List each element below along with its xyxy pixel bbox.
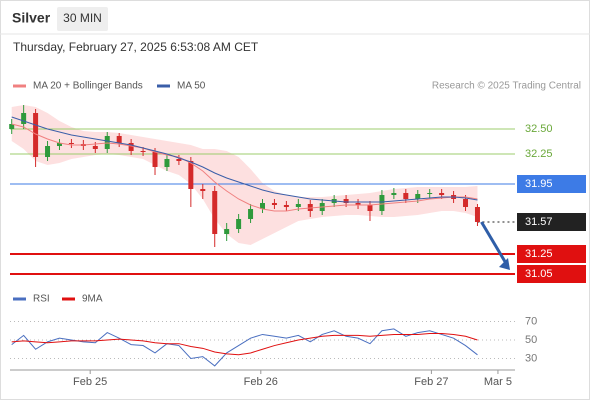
legend-label: MA 50 [177, 81, 206, 92]
credit: Research © 2025 Trading Central [432, 81, 581, 92]
candle-body [427, 193, 433, 194]
y-tick-label: 50 [525, 334, 537, 346]
y-tick-label: 30 [525, 352, 537, 364]
candle-body [224, 229, 230, 234]
forecast-arrow [480, 221, 509, 266]
moving-average [11, 116, 478, 203]
candle-body [248, 209, 254, 219]
legend-label: MA 20 + Bollinger Bands [33, 81, 143, 92]
x-tick-label: Feb 26 [244, 376, 278, 388]
level-label: 31.57 [525, 216, 553, 228]
candle-body [474, 207, 480, 222]
candle-body [439, 193, 445, 195]
x-tick-label: Mar 5 [484, 376, 512, 388]
candle-body [21, 113, 27, 124]
rsi-line [11, 333, 478, 356]
level-box [517, 213, 586, 231]
interval-box [57, 7, 108, 31]
interval: 30 MIN [63, 11, 102, 25]
candle-body [343, 199, 349, 203]
candle-body [56, 143, 62, 146]
candle-body [68, 143, 74, 144]
level-box [517, 265, 586, 283]
level-label: 32.25 [525, 148, 553, 160]
legend-label: 9MA [82, 294, 103, 305]
candle-body [379, 195, 385, 211]
candle-body [200, 189, 206, 191]
instrument-title: Silver [12, 10, 51, 26]
candle-body [295, 204, 301, 207]
candle-body [176, 159, 182, 161]
candle-body [463, 199, 469, 207]
candle-body [271, 203, 277, 205]
level-box [517, 175, 586, 193]
legend-label: RSI [33, 294, 50, 305]
candle-body [355, 203, 361, 205]
candle-body [33, 113, 39, 157]
moving-average [11, 123, 478, 212]
candle-body [164, 159, 170, 167]
level-label: 31.25 [525, 248, 553, 260]
candle-body [188, 161, 194, 189]
level-label: 31.95 [525, 178, 553, 190]
candle-body [152, 152, 158, 167]
candle-body [260, 203, 265, 209]
bollinger-band [11, 105, 478, 245]
timestamp: Thursday, February 27, 2025 6:53:08 AM C… [13, 40, 259, 54]
rsi-line [11, 328, 478, 367]
candle-body [236, 219, 242, 229]
candle-body [9, 124, 15, 129]
candle-body [212, 191, 218, 234]
level-label: 31.05 [525, 268, 553, 280]
candle-body [128, 143, 134, 151]
candle-body [391, 193, 397, 195]
x-tick-label: Feb 27 [414, 376, 448, 388]
forecast-arrowhead [499, 258, 510, 270]
candle-body [45, 146, 51, 157]
candle-body [92, 146, 98, 149]
candle-body [140, 151, 146, 152]
x-tick-label: Feb 25 [73, 376, 107, 388]
y-tick-label: 70 [525, 315, 537, 327]
level-label: 32.50 [525, 123, 553, 135]
candle-body [367, 205, 373, 211]
candle-body [415, 194, 421, 199]
candle-body [283, 205, 289, 207]
level-box [517, 245, 586, 263]
candle-body [116, 136, 122, 143]
candle-body [403, 193, 409, 199]
